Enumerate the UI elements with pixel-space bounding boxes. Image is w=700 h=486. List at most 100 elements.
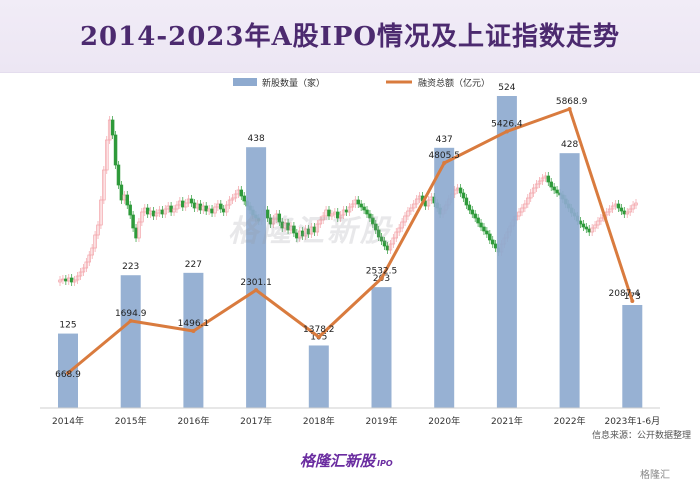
index-candle — [64, 278, 68, 282]
line-label: 1378.2 — [303, 325, 335, 335]
index-candle — [584, 226, 589, 230]
index-candle — [163, 208, 168, 215]
index-candle — [347, 206, 352, 213]
index-candle — [476, 217, 480, 224]
index-candle — [622, 210, 627, 215]
index-candle — [540, 177, 545, 182]
index-candle — [265, 209, 270, 219]
line-point — [316, 334, 321, 339]
bar — [622, 304, 643, 408]
line-label: 5868.9 — [556, 97, 588, 107]
line-point — [567, 107, 572, 111]
index-candle — [426, 199, 431, 207]
index-candle — [183, 202, 188, 208]
index-candle — [230, 197, 235, 201]
line-label: 2301.1 — [240, 278, 272, 288]
line-label: 668.9 — [55, 370, 81, 380]
index-candle — [151, 210, 156, 217]
index-candle — [362, 206, 366, 211]
index-candle — [131, 214, 135, 229]
bar-label-bg — [494, 80, 519, 93]
bar-label-bg — [244, 131, 269, 145]
bar-label: 524 — [498, 83, 515, 93]
index-candle — [412, 203, 416, 209]
index-candles — [58, 116, 638, 286]
index-candle — [458, 187, 463, 194]
index-candle — [391, 237, 396, 245]
index-candle — [482, 226, 486, 232]
index-candle — [189, 198, 194, 204]
index-candle — [388, 243, 393, 251]
bar — [308, 345, 329, 408]
x-tick-label: 2014年 — [52, 415, 84, 427]
index-candle — [315, 223, 320, 233]
index-candle — [116, 164, 121, 186]
bar-label-bg — [557, 137, 582, 151]
index-candle — [204, 205, 208, 212]
index-candle — [154, 212, 159, 217]
bar — [559, 153, 580, 408]
index-candle — [81, 267, 86, 273]
index-candle — [58, 279, 62, 283]
index-candle — [318, 219, 322, 225]
index-candle — [376, 229, 381, 238]
index-candle — [470, 209, 475, 215]
index-candle — [172, 208, 176, 213]
x-tick-label: 2020年 — [428, 415, 460, 427]
index-candle — [634, 202, 638, 206]
index-candle — [78, 271, 83, 277]
index-candle — [365, 209, 369, 215]
bar-label-bg — [620, 288, 645, 302]
brand-logo: 格隆汇新股 IPO — [300, 450, 393, 471]
index-candle — [119, 184, 124, 201]
index-candle — [160, 209, 165, 215]
index-candle — [134, 227, 138, 239]
bar-label: 125 — [59, 321, 76, 331]
bar-series — [58, 96, 643, 409]
index-candle — [546, 175, 551, 183]
index-candle — [137, 221, 141, 239]
index-candle — [619, 207, 624, 212]
bar-label: 438 — [248, 134, 265, 144]
index-candle — [75, 275, 80, 281]
index-candle — [400, 221, 404, 229]
x-tick-label: 2015年 — [115, 415, 147, 427]
index-candle — [371, 217, 375, 225]
line-label: 2087.4 — [609, 289, 641, 299]
index-candle — [593, 224, 597, 229]
index-candle — [321, 215, 325, 221]
index-candle — [233, 193, 238, 199]
index-candle — [87, 254, 91, 263]
line-label: 4805.5 — [428, 151, 460, 161]
index-candle — [213, 206, 217, 214]
bar — [496, 96, 517, 408]
bar — [58, 333, 78, 408]
bar-label: 223 — [122, 262, 139, 272]
index-candle — [590, 227, 594, 233]
index-candle — [198, 203, 203, 211]
index-candle — [552, 186, 556, 191]
index-candle — [330, 213, 334, 217]
index-candle — [105, 139, 109, 171]
index-candle — [523, 203, 527, 209]
line-labels: 668.9 1694.9 1496.1 2301.1 1378.2 2532.5 4805.… — [55, 97, 640, 380]
index-candle — [356, 199, 360, 205]
index-candle — [224, 204, 229, 213]
index-candle — [84, 261, 89, 269]
index-candle — [587, 228, 591, 233]
x-tick-label: 2019年 — [366, 415, 398, 427]
index-candle — [528, 192, 533, 199]
x-axis: 2014年 2015年 2016年 2017年 2018年 2019年 2020年 2021年… — [40, 407, 660, 427]
line-label: 1496.1 — [178, 319, 210, 329]
index-candle — [461, 192, 466, 199]
line-series — [66, 107, 635, 375]
index-candle — [327, 209, 331, 217]
index-candle — [479, 222, 483, 228]
index-candle — [102, 169, 106, 201]
index-candle — [414, 198, 419, 205]
index-candle — [145, 207, 150, 215]
x-tick-label: 2022年 — [554, 415, 586, 427]
index-candle — [537, 180, 542, 185]
title-band — [0, 0, 700, 73]
legend: 新股数量（家） 融资总额（亿元） — [233, 77, 490, 89]
